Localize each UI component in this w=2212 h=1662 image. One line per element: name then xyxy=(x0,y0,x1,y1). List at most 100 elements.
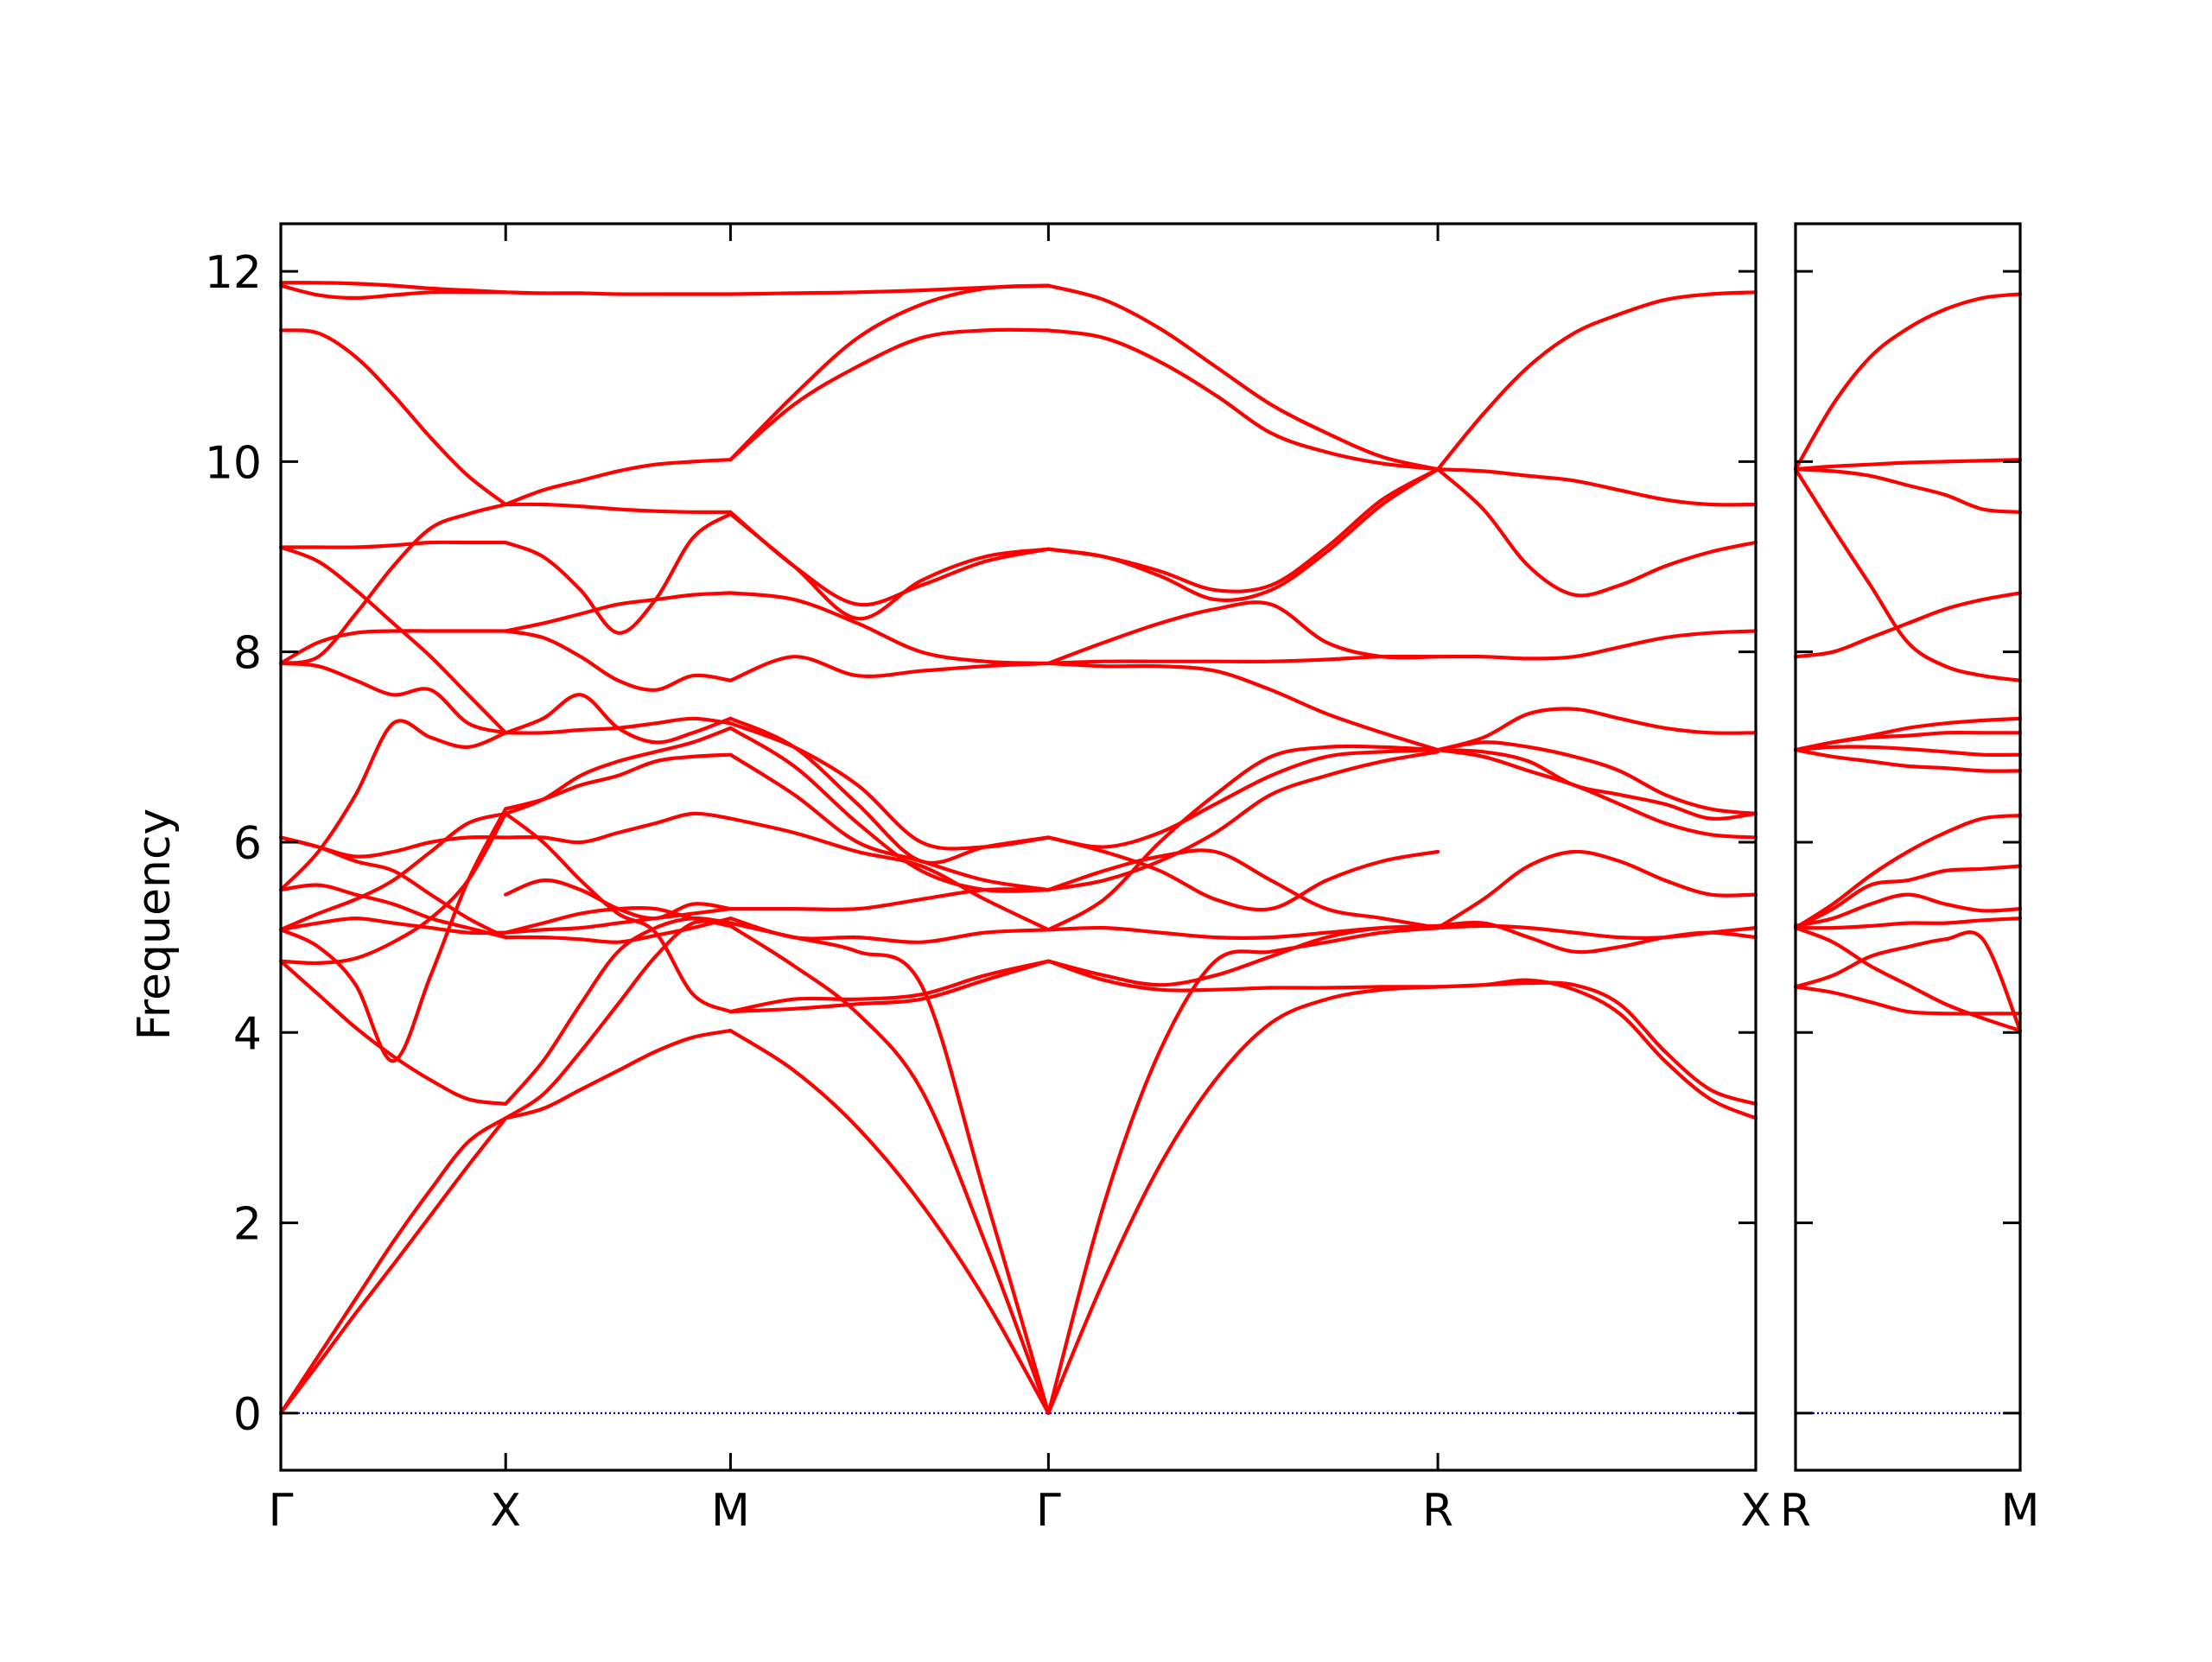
band-line-p1-s2-b3 xyxy=(504,916,733,1106)
band-line-p1-s4-b5 xyxy=(1046,923,1440,940)
band-line-p1-s2-b10 xyxy=(504,905,733,935)
band-line-p1-s4-b10 xyxy=(1046,744,1440,932)
band-line-p1-s1-b8 xyxy=(278,883,508,940)
band-line-p1-s2-b6 xyxy=(504,726,733,815)
band-line-p1-s4-b9 xyxy=(1046,748,1440,849)
band-line-p1-s5-b8 xyxy=(1436,707,1758,752)
band-line-p1-s3-b1 xyxy=(728,1029,1051,1415)
band-line-p2-s1-b9 xyxy=(1793,745,2023,758)
band-line-p1-s2-b1 xyxy=(504,1029,733,1120)
y-tick-label: 8 xyxy=(233,628,262,680)
y-tick-label: 6 xyxy=(233,818,262,870)
band-line-p1-s5-b7 xyxy=(1436,748,1758,821)
band-line-p2-s1-b7 xyxy=(1793,814,2023,930)
band-line-p2-s1-b13 xyxy=(1793,467,2023,682)
band-line-p1-s5-b5 xyxy=(1436,849,1758,930)
x-tick-label: X xyxy=(1740,1485,1771,1537)
x-tick-label: Γ xyxy=(1036,1485,1061,1537)
band-line-p1-s4-b2 xyxy=(1046,926,1440,1415)
band-line-p1-s5-b2 xyxy=(1436,980,1758,1106)
band-line-p1-s1-b14 xyxy=(278,502,508,665)
band-line-p2-s1-b8 xyxy=(1793,748,2023,773)
band-line-p1-s3-b13 xyxy=(728,655,1051,682)
y-axis-label: Frequency xyxy=(129,809,181,1041)
band-line-p1-s1-b17 xyxy=(278,328,508,507)
band-line-p1-s3-b4 xyxy=(728,959,1051,1014)
band-line-p1-s1-b5 xyxy=(278,807,508,1063)
band-line-p1-s1-b2 xyxy=(278,1116,508,1415)
band-line-p1-s4-b3 xyxy=(1046,959,1440,993)
band-line-p1-s1-b15 xyxy=(278,545,508,735)
y-tick-label: 10 xyxy=(205,437,262,489)
band-line-p2-s1-b15 xyxy=(1793,458,2023,472)
band-line-p1-s4-b1 xyxy=(1046,985,1440,1415)
band-line-p1-s4-b4 xyxy=(1046,925,1440,987)
plot-frame xyxy=(1794,222,2022,1472)
band-line-p1-s3-b19 xyxy=(728,283,1051,296)
band-line-p1-s1-b18 xyxy=(278,283,508,300)
band-line-p1-s1-b13 xyxy=(278,629,508,665)
band-line-p1-s5-b13 xyxy=(1436,290,1758,472)
band-line-p1-s4-b12 xyxy=(1046,600,1440,665)
band-line-p1-s4-b7 xyxy=(1046,848,1440,930)
band-line-p1-s1-b1 xyxy=(278,1116,508,1415)
band-line-p1-s3-b16 xyxy=(728,511,1051,621)
x-tick-label: M xyxy=(2001,1485,2040,1537)
band-line-p1-s2-b18 xyxy=(504,458,733,507)
band-line-p2-s1-b11 xyxy=(1793,716,2023,752)
x-tick-label: X xyxy=(490,1485,521,1537)
band-line-p1-s3-b5 xyxy=(728,959,1051,1014)
band-line-p1-s2-b13 xyxy=(504,693,733,745)
band-line-p1-s4-b17 xyxy=(1046,283,1440,472)
band-line-p1-s1-b12 xyxy=(278,661,508,735)
x-tick-label: Γ xyxy=(269,1485,294,1537)
band-line-p1-s3-b6 xyxy=(728,917,1051,944)
band-line-p2-s1-b5 xyxy=(1793,892,2023,928)
band-line-p1-s1-b19 xyxy=(278,281,508,295)
band-line-p1-s2-b4 xyxy=(504,811,733,1014)
band-line-p1-s3-b18 xyxy=(728,283,1051,462)
band-line-p1-s3-b2 xyxy=(728,923,1051,1415)
y-tick-label: 12 xyxy=(205,247,262,299)
band-line-p1-s3-b15 xyxy=(728,510,1051,607)
band-line-p2-s1-b4 xyxy=(1793,917,2023,930)
x-tick-label: M xyxy=(711,1485,750,1537)
band-line-p1-s1-b11 xyxy=(278,835,508,859)
y-tick-label: 2 xyxy=(233,1199,262,1251)
band-line-p1-s3-b17 xyxy=(728,327,1051,462)
band-line-p1-s1-b16 xyxy=(278,540,508,549)
band-line-p2-s1-b16 xyxy=(1793,292,2023,472)
band-line-p1-s2-b11 xyxy=(504,811,733,845)
band-line-p1-s2-b16 xyxy=(504,502,733,514)
band-line-p1-s3-b10 xyxy=(728,816,1051,932)
band-line-p1-s5-b9 xyxy=(1436,740,1758,815)
band-line-p1-s4-b16 xyxy=(1046,328,1440,472)
band-line-p1-s2-b8 xyxy=(504,907,733,935)
band-line-p1-s4-b11 xyxy=(1046,661,1440,752)
band-line-p1-s5-b6 xyxy=(1436,748,1758,840)
y-tick-label: 4 xyxy=(233,1008,262,1060)
band-line-p2-s1-b12 xyxy=(1793,591,2023,659)
band-line-p2-s1-b14 xyxy=(1793,467,2023,514)
band-line-p1-s3-b14 xyxy=(728,591,1051,665)
band-line-p1-s2-b14 xyxy=(504,629,733,692)
band-line-p1-s5-b12 xyxy=(1436,467,1758,598)
x-tick-label: R xyxy=(1780,1485,1811,1537)
band-line-p1-s4-b6 xyxy=(1046,750,1440,892)
band-line-p1-s1-b3 xyxy=(278,959,508,1106)
band-line-p1-s2-b17 xyxy=(504,511,733,635)
band-line-p1-s5-b10 xyxy=(1436,629,1758,661)
band-line-p1-s4-b15 xyxy=(1046,467,1440,603)
band-line-p1-s1-b7 xyxy=(278,811,508,932)
band-line-p1-s2-b7 xyxy=(504,917,733,944)
band-line-p1-s1-b6 xyxy=(278,917,508,936)
band-line-p1-s3-b9 xyxy=(728,726,1051,893)
x-tick-label: R xyxy=(1422,1485,1453,1537)
panel-1: 0 2 4 6 8 10 12 Γ X M Γ R X xyxy=(205,222,1771,1537)
band-line-p1-s3-b12 xyxy=(728,716,1051,866)
band-line-p2-s1-b1 xyxy=(1793,985,2023,1016)
band-line-p1-s5-b1 xyxy=(1436,978,1758,1120)
